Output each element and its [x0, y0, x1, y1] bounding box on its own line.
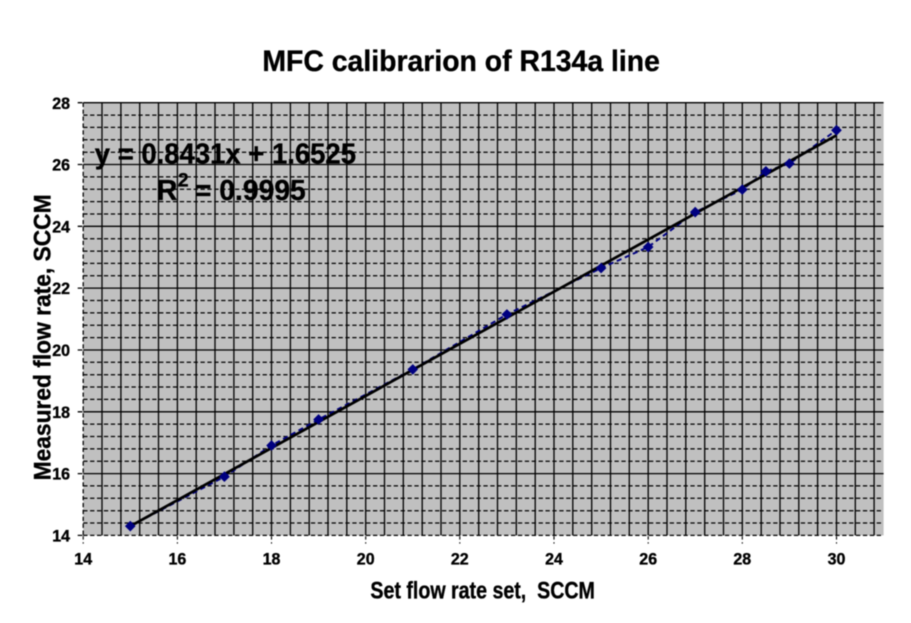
svg-text:26: 26 [52, 156, 70, 175]
svg-text:= 0.9995: = 0.9995 [195, 175, 306, 207]
svg-text:28: 28 [52, 94, 70, 113]
svg-text:14: 14 [74, 550, 92, 569]
svg-text:22: 22 [52, 279, 70, 298]
svg-text:Set flow rate set, SCCM: Set flow rate set, SCCM [370, 577, 595, 604]
svg-text:18: 18 [52, 403, 70, 422]
svg-text:20: 20 [52, 341, 70, 360]
svg-text:24: 24 [52, 217, 70, 236]
svg-text:30: 30 [828, 550, 846, 569]
svg-text:14: 14 [52, 527, 70, 546]
svg-text:26: 26 [639, 550, 657, 569]
svg-text:y = 0.8431x + 1.6525: y = 0.8431x + 1.6525 [95, 138, 356, 170]
svg-text:Measured flow rate, SCCM: Measured flow rate, SCCM [30, 194, 57, 480]
svg-text:16: 16 [52, 465, 70, 484]
svg-text:24: 24 [545, 550, 563, 569]
svg-text:R: R [157, 175, 178, 207]
svg-text:18: 18 [263, 550, 281, 569]
svg-text:28: 28 [733, 550, 751, 569]
svg-text:MFC calibrarion of R134a line: MFC calibrarion of R134a line [262, 45, 660, 78]
svg-text:22: 22 [451, 550, 469, 569]
svg-text:20: 20 [357, 550, 375, 569]
svg-text:16: 16 [169, 550, 187, 569]
svg-text:2: 2 [178, 170, 189, 192]
